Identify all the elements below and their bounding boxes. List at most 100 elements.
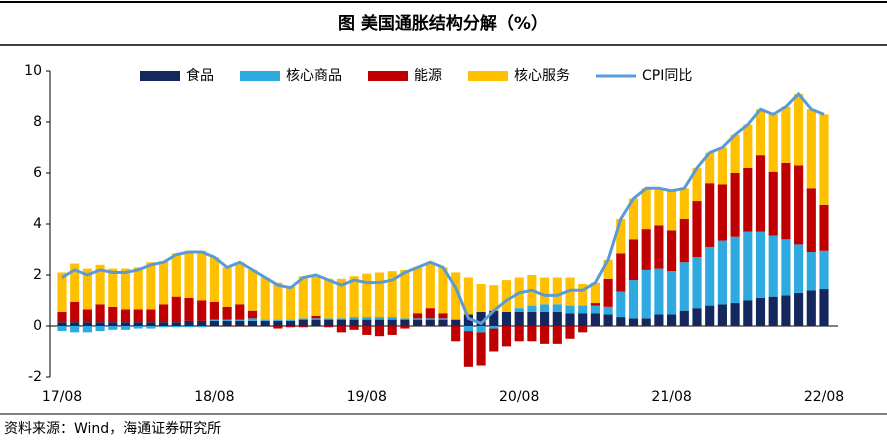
bar bbox=[235, 304, 245, 320]
bar bbox=[57, 326, 67, 332]
bar bbox=[590, 305, 600, 314]
legend-label: 核心商品 bbox=[286, 68, 342, 84]
bar bbox=[679, 218, 689, 263]
bar bbox=[413, 267, 423, 314]
y-tick-label: 4 bbox=[33, 216, 42, 232]
y-tick-label: -2 bbox=[28, 369, 42, 385]
bar bbox=[57, 311, 67, 323]
bar bbox=[438, 319, 448, 326]
bar bbox=[324, 278, 334, 319]
bar bbox=[197, 250, 207, 301]
bar bbox=[540, 326, 550, 344]
bar bbox=[82, 309, 92, 323]
bar bbox=[400, 326, 410, 329]
bar bbox=[336, 326, 346, 333]
bar bbox=[425, 262, 435, 309]
bar bbox=[400, 319, 410, 326]
bar bbox=[108, 322, 118, 326]
bar bbox=[209, 257, 219, 302]
bar bbox=[641, 188, 651, 230]
bar bbox=[514, 311, 524, 326]
bar bbox=[501, 311, 512, 326]
bar bbox=[273, 320, 283, 326]
bar bbox=[362, 317, 372, 320]
bar bbox=[794, 292, 804, 326]
legend-swatch bbox=[140, 71, 180, 81]
bar bbox=[286, 319, 296, 321]
bar bbox=[552, 311, 562, 326]
bar bbox=[603, 259, 613, 279]
bar bbox=[120, 326, 131, 330]
bar bbox=[197, 326, 207, 328]
bar bbox=[425, 308, 435, 319]
bar bbox=[552, 304, 562, 312]
bar bbox=[819, 204, 829, 251]
bar bbox=[57, 322, 67, 326]
bar bbox=[349, 319, 359, 326]
bar bbox=[159, 322, 169, 326]
bar bbox=[311, 315, 321, 319]
bar bbox=[311, 318, 321, 320]
bar bbox=[616, 218, 626, 254]
bar bbox=[463, 326, 473, 332]
bar bbox=[413, 313, 423, 319]
bar bbox=[603, 278, 613, 307]
bar bbox=[781, 106, 791, 163]
bar bbox=[755, 155, 766, 232]
bar bbox=[120, 322, 131, 326]
bar bbox=[438, 267, 448, 314]
bar bbox=[298, 318, 308, 320]
bar bbox=[806, 109, 816, 189]
bar bbox=[692, 308, 702, 326]
bar bbox=[171, 322, 181, 326]
bar bbox=[133, 267, 143, 310]
bar bbox=[768, 114, 778, 172]
bar bbox=[133, 322, 143, 326]
bar bbox=[578, 283, 588, 306]
bar bbox=[692, 167, 702, 202]
bar bbox=[273, 326, 283, 329]
bar bbox=[578, 313, 588, 326]
bar bbox=[438, 313, 448, 319]
bar bbox=[273, 282, 283, 320]
bar bbox=[514, 308, 524, 312]
bar bbox=[260, 319, 270, 321]
bar bbox=[95, 264, 105, 305]
bar bbox=[400, 269, 410, 319]
bar bbox=[679, 310, 689, 326]
bar bbox=[235, 262, 245, 305]
bar bbox=[298, 276, 308, 319]
bar bbox=[768, 171, 778, 236]
bar bbox=[374, 317, 385, 320]
bar bbox=[235, 320, 245, 326]
bar bbox=[451, 272, 461, 320]
bar bbox=[806, 252, 816, 291]
x-tick-label: 21/08 bbox=[651, 389, 691, 405]
bar bbox=[755, 231, 766, 298]
bar bbox=[743, 231, 753, 301]
bar bbox=[654, 314, 664, 326]
bar bbox=[159, 326, 169, 328]
y-tick-label: 2 bbox=[33, 267, 42, 283]
bar bbox=[755, 109, 766, 156]
bar bbox=[298, 319, 308, 326]
bar bbox=[159, 304, 169, 323]
y-tick-label: 8 bbox=[33, 114, 42, 130]
bar bbox=[247, 318, 258, 321]
bar bbox=[578, 326, 588, 333]
bar bbox=[247, 320, 258, 326]
bar bbox=[730, 173, 740, 237]
bar bbox=[108, 306, 118, 323]
bar bbox=[209, 320, 219, 326]
bar bbox=[362, 326, 372, 335]
bar bbox=[197, 300, 207, 321]
y-tick-label: 6 bbox=[33, 165, 42, 181]
bar bbox=[413, 318, 423, 320]
bar bbox=[374, 272, 385, 318]
bar bbox=[489, 326, 499, 329]
bar bbox=[374, 319, 385, 326]
bar bbox=[222, 319, 232, 321]
bar bbox=[222, 267, 232, 307]
bar bbox=[171, 326, 181, 328]
bar bbox=[806, 290, 816, 326]
